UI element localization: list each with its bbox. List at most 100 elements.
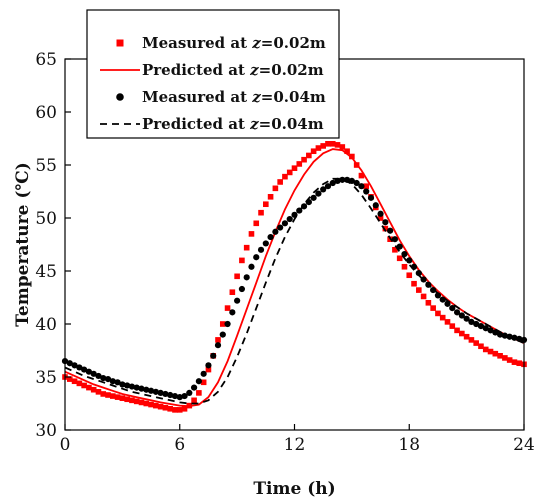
data-point: [301, 156, 307, 163]
x-tick-label: 12: [284, 435, 306, 455]
x-axis-title: Time (h): [253, 479, 335, 499]
data-point: [411, 280, 417, 287]
data-point: [219, 331, 226, 338]
data-point: [511, 334, 518, 341]
series-predicted-at-z-0-02m: [64, 148, 525, 408]
data-point: [363, 188, 370, 195]
data-point: [114, 394, 121, 400]
data-point: [306, 152, 312, 159]
legend-label: Predicted at z=0.04m: [142, 115, 324, 133]
data-point: [215, 337, 221, 343]
data-point: [234, 273, 240, 280]
data-point: [219, 321, 226, 327]
data-point: [238, 285, 246, 293]
legend-circle-symbol: [116, 93, 124, 101]
data-point: [277, 224, 284, 231]
data-point: [205, 362, 212, 369]
data-point: [157, 403, 164, 410]
data-point: [377, 215, 384, 221]
legend-box: [86, 9, 340, 139]
data-point: [224, 320, 231, 328]
data-point: [501, 332, 508, 339]
data-point: [272, 185, 279, 192]
data-point: [104, 376, 112, 383]
data-point: [329, 179, 336, 187]
data-point: [229, 309, 236, 316]
data-point: [181, 406, 188, 412]
y-axis-title: Temperature (℃): [13, 162, 33, 327]
data-point: [239, 257, 245, 264]
data-point: [329, 141, 336, 147]
data-point: [124, 396, 130, 403]
data-point: [133, 384, 140, 391]
data-point: [334, 142, 341, 148]
data-point: [76, 364, 83, 371]
data-point: [406, 272, 413, 279]
series-line: [64, 148, 525, 408]
data-point: [463, 333, 470, 340]
data-point: [281, 220, 289, 227]
data-point: [286, 215, 293, 223]
series-line: [64, 177, 525, 405]
data-point: [296, 161, 303, 167]
data-point: [267, 233, 274, 241]
data-point: [152, 388, 159, 395]
data-point: [81, 366, 88, 373]
data-point: [176, 394, 183, 401]
data-point: [506, 357, 513, 363]
data-point: [430, 305, 436, 311]
data-point: [272, 228, 279, 235]
data-point: [396, 255, 403, 262]
data-point: [454, 327, 460, 334]
data-point: [172, 407, 178, 413]
data-point: [167, 406, 173, 412]
data-point: [81, 382, 87, 389]
data-point: [320, 143, 326, 149]
data-point: [186, 389, 193, 396]
data-point: [473, 320, 480, 328]
data-point: [406, 257, 413, 264]
data-point: [181, 392, 188, 400]
data-point: [176, 407, 183, 413]
data-point: [478, 343, 484, 350]
data-point: [449, 323, 456, 329]
y-tick-label: 45: [35, 262, 57, 282]
data-point: [267, 194, 274, 200]
data-point: [358, 183, 365, 190]
data-point: [167, 391, 174, 399]
data-point: [171, 392, 179, 400]
data-point: [85, 368, 93, 375]
data-point: [162, 404, 169, 411]
series-measured-at-z-0-04m: [61, 176, 528, 401]
data-point: [76, 380, 83, 387]
data-point: [100, 374, 107, 382]
data-point: [387, 227, 394, 234]
data-point: [435, 310, 441, 317]
data-point: [339, 176, 346, 183]
legend: Measured at z=0.02m Predicted at z=0.02m M…: [86, 9, 340, 139]
data-point: [377, 210, 384, 217]
data-point: [114, 379, 121, 386]
data-point: [162, 390, 169, 398]
data-point: [325, 141, 331, 147]
data-point: [95, 389, 102, 395]
data-point: [128, 383, 136, 390]
data-point: [497, 353, 503, 359]
data-point: [382, 219, 389, 226]
data-point: [453, 309, 461, 316]
data-point: [86, 384, 92, 391]
x-tick-label: 0: [60, 435, 71, 455]
y-tick-label: 60: [35, 103, 57, 123]
legend-label: Measured at z=0.04m: [142, 88, 326, 106]
data-point: [153, 402, 159, 409]
data-point: [459, 330, 465, 337]
data-point: [482, 325, 489, 332]
data-point: [190, 384, 198, 391]
data-point: [138, 399, 145, 406]
data-point: [147, 387, 155, 394]
data-point: [105, 392, 111, 398]
data-point: [90, 386, 97, 393]
data-point: [277, 179, 283, 185]
data-point: [196, 390, 202, 396]
data-point: [468, 318, 475, 325]
